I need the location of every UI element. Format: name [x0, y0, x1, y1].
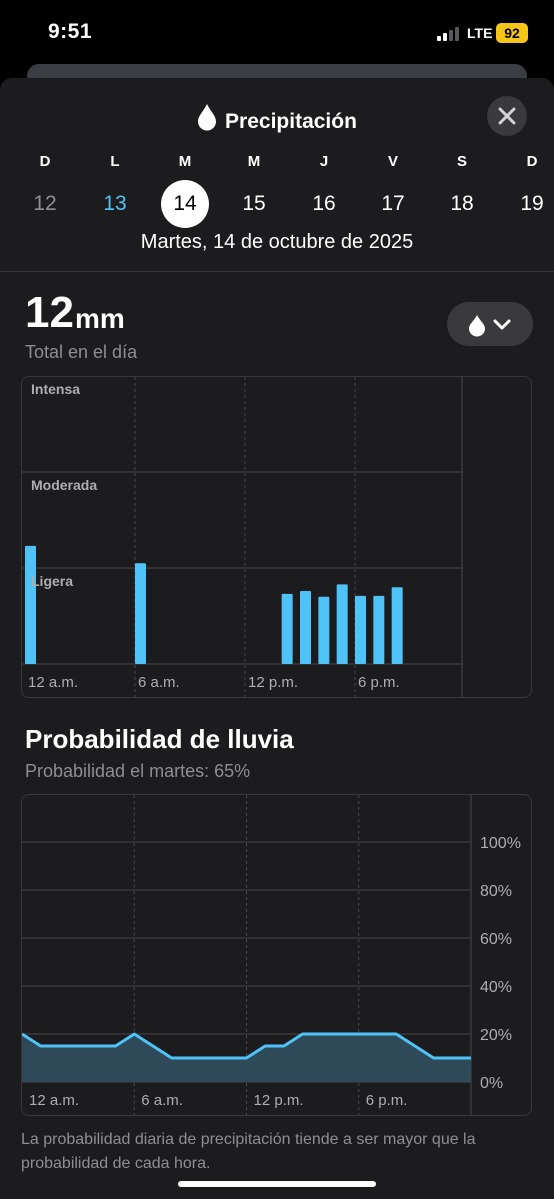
- day-letter: L: [110, 153, 120, 170]
- home-indicator[interactable]: [178, 1181, 376, 1187]
- rain-probability-title: Probabilidad de lluvia: [25, 724, 294, 754]
- intensity-level-label: Ligera: [31, 573, 73, 589]
- precipitation-bar: [336, 584, 348, 664]
- day-letter: S: [456, 153, 467, 170]
- raindrop-icon: [469, 315, 485, 337]
- status-bar: 9:51 LTE 92: [0, 0, 554, 66]
- x-tick-label: 12 a.m.: [28, 674, 78, 691]
- precipitation-chart: Intensa Moderada Ligera 12 a.m. 6 a.m. 12 p.m…: [21, 376, 532, 698]
- battery-icon: 92: [496, 23, 528, 43]
- total-precipitation-value: 12: [25, 288, 74, 337]
- sheet-header: Precipitación: [0, 103, 554, 137]
- precipitation-bar: [373, 595, 385, 664]
- y-tick-label: 80%: [480, 883, 512, 900]
- rain-probability-chart: 100% 80% 60% 40% 20% 0% 12 a.m. 6 a.m. 12 p.m. 6 …: [21, 794, 532, 1116]
- status-time: 9:51: [48, 20, 93, 43]
- cellular-signal-icon: [437, 27, 463, 41]
- day-button-17[interactable]: 17: [381, 192, 405, 215]
- page-title: Precipitación: [225, 110, 357, 133]
- day-button-18[interactable]: 18: [450, 192, 474, 215]
- day-button-19[interactable]: 19: [520, 192, 544, 215]
- precipitation-bar: [300, 591, 311, 664]
- day-button-14[interactable]: 14: [161, 180, 209, 228]
- close-button[interactable]: [487, 96, 527, 136]
- selected-date-label: Martes, 14 de octubre de 2025: [140, 231, 414, 253]
- footnote: La probabilidad diaria de precipitación …: [21, 1131, 476, 1172]
- precipitation-bar: [391, 587, 403, 664]
- day-letter: D: [526, 153, 538, 170]
- x-tick-label: 12 a.m.: [29, 1092, 79, 1109]
- metric-menu-button[interactable]: [447, 302, 533, 346]
- day-letter: M: [178, 153, 192, 170]
- day-button-16[interactable]: 16: [312, 192, 336, 215]
- x-tick-label: 6 a.m.: [141, 1092, 183, 1109]
- total-precipitation-unit: mm: [75, 303, 125, 334]
- day-letter: M: [247, 153, 261, 170]
- x-tick-label: 12 p.m.: [254, 1092, 304, 1109]
- day-letter: V: [387, 153, 398, 170]
- x-tick-label: 6 p.m.: [358, 674, 400, 691]
- x-tick-label: 6 p.m.: [366, 1092, 408, 1109]
- precipitation-bar: [355, 595, 366, 664]
- day-button-15[interactable]: 15: [242, 192, 266, 215]
- y-tick-label: 100%: [480, 835, 521, 852]
- y-tick-label: 0%: [480, 1075, 503, 1092]
- y-tick-label: 60%: [480, 931, 512, 948]
- network-type: LTE: [467, 25, 493, 41]
- divider: [0, 271, 554, 272]
- y-tick-label: 20%: [480, 1027, 512, 1044]
- rain-probability-subtitle: Probabilidad el martes: 65%: [25, 761, 251, 781]
- intensity-level-label: Intensa: [31, 381, 80, 397]
- precipitation-bar: [25, 545, 36, 664]
- total-precipitation-label: Total en el día: [25, 342, 138, 362]
- raindrop-icon: [197, 103, 217, 137]
- x-tick-label: 12 p.m.: [248, 674, 298, 691]
- intensity-level-label: Moderada: [31, 477, 97, 493]
- probability-line: [22, 1032, 471, 1060]
- chevron-down-icon: [493, 319, 511, 330]
- day-button-12[interactable]: 12: [33, 192, 57, 215]
- day-letter: D: [39, 153, 51, 170]
- x-tick-label: 6 a.m.: [138, 674, 180, 691]
- precipitation-bar: [318, 596, 330, 664]
- precipitation-bar: [281, 593, 293, 664]
- day-button-13[interactable]: 13: [103, 192, 127, 215]
- precipitation-bar: [135, 563, 146, 664]
- day-letter: J: [319, 153, 329, 170]
- y-tick-label: 40%: [480, 979, 512, 996]
- close-icon: [498, 107, 516, 125]
